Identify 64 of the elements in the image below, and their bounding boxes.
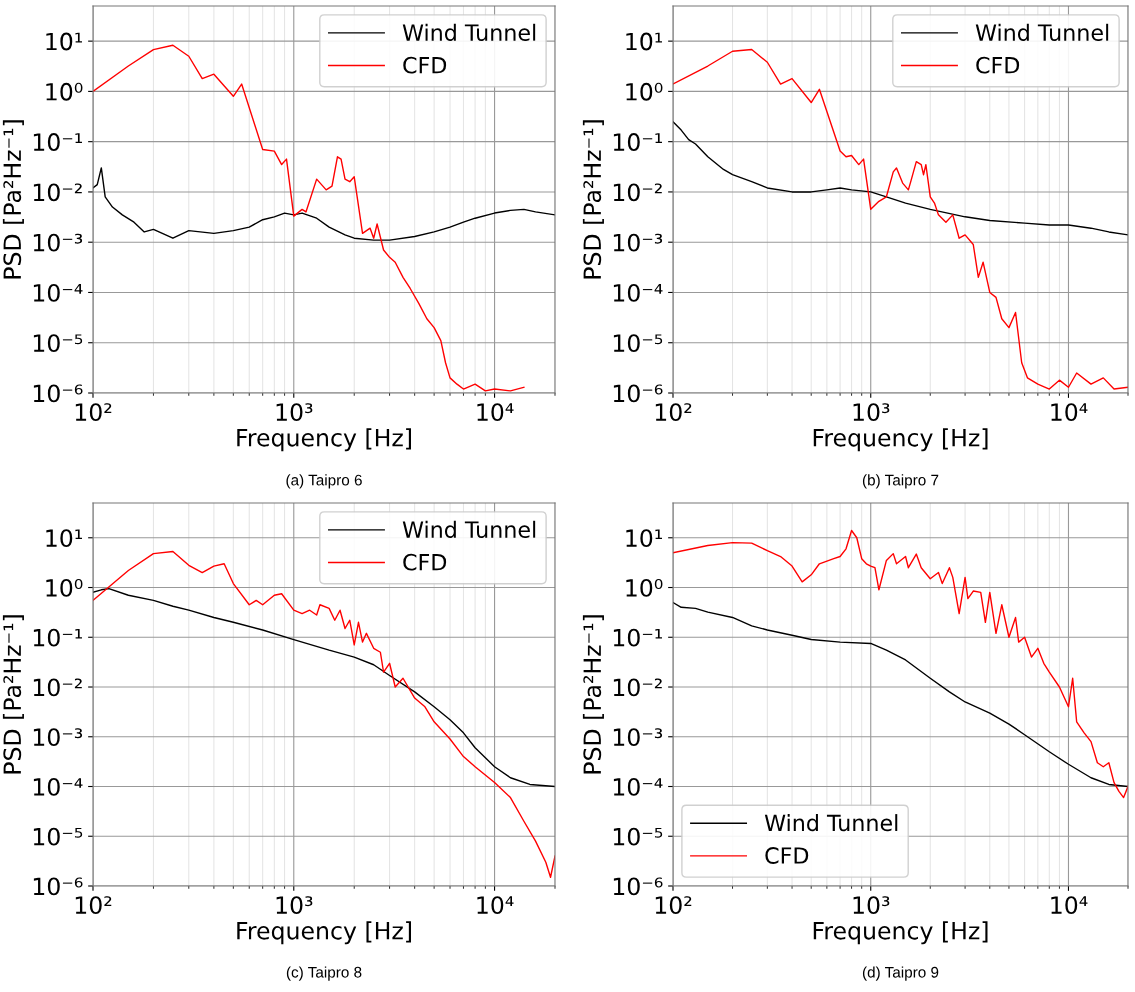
y-tick-label: 10⁻⁴ <box>613 777 663 796</box>
x-tick-label: 10³ <box>853 403 890 421</box>
x-tick-label: 10⁴ <box>1051 896 1088 914</box>
x-tick-label: 10³ <box>276 403 313 421</box>
x-tick-label: 10² <box>655 896 692 914</box>
y-tick-label: 10⁻⁵ <box>613 334 663 353</box>
y-tick-label: 10¹ <box>626 32 662 51</box>
y-axis-title: PSD [Pa²Hz⁻¹] <box>2 120 24 279</box>
x-axis-title: Frequency [Hz] <box>813 428 988 452</box>
y-tick-label: 10⁻² <box>33 183 82 202</box>
x-axis-title: Frequency [Hz] <box>813 921 988 945</box>
y-tick-label: 10⁻⁵ <box>613 827 663 846</box>
y-tick-label: 10⁻⁵ <box>33 827 83 846</box>
y-tick-label: 10⁻⁶ <box>33 877 83 896</box>
y-tick-label: 10¹ <box>46 529 82 548</box>
y-tick-label: 10⁰ <box>46 82 83 101</box>
y-tick-label: 10⁻⁴ <box>33 777 83 796</box>
y-tick-label: 10⁻² <box>613 183 662 202</box>
y-tick-label: 10¹ <box>626 529 662 548</box>
y-tick-label: 10⁻⁶ <box>613 877 663 896</box>
y-tick-label: 10⁻⁴ <box>33 283 83 302</box>
x-tick-label: 10⁴ <box>477 896 514 914</box>
text: (c) Taipro 8 <box>286 966 362 981</box>
legend-label: Wind Tunnel <box>402 520 536 538</box>
y-tick-label: 10⁻¹ <box>33 628 82 647</box>
x-axis-title: Frequency [Hz] <box>237 921 411 945</box>
y-tick-label: 10⁻¹ <box>613 133 662 151</box>
y-tick-label: 10⁰ <box>626 578 663 597</box>
x-tick-label: 10³ <box>853 896 890 914</box>
legend-label: Wind Tunnel <box>402 23 536 41</box>
y-tick-label: 10⁻³ <box>613 728 663 747</box>
x-axis-title: Frequency [Hz] <box>237 428 411 452</box>
y-axis-title: PSD [Pa²Hz⁻¹] <box>2 615 24 774</box>
x-tick-label: 10³ <box>276 896 313 914</box>
y-tick-label: 10⁻³ <box>33 728 83 747</box>
x-tick-label: 10⁴ <box>1051 403 1088 421</box>
y-tick-label: 10⁻⁶ <box>613 384 663 403</box>
x-tick-label: 10² <box>655 403 692 421</box>
legend-label: CFD <box>403 553 447 571</box>
legend-label: Wind Tunnel <box>975 23 1109 41</box>
y-tick-label: 10⁰ <box>46 578 83 597</box>
y-tick-label: 10⁻¹ <box>613 628 662 647</box>
text: (d) Taipro 9 <box>862 966 939 981</box>
y-tick-label: 10⁻⁶ <box>33 384 83 403</box>
y-axis-title: PSD [Pa²Hz⁻¹] <box>582 615 604 774</box>
x-tick-label: 10² <box>75 403 112 421</box>
y-tick-label: 10⁰ <box>626 82 663 101</box>
x-tick-label: 10⁴ <box>477 403 514 421</box>
y-tick-label: 10⁻² <box>33 678 82 697</box>
legend-label: Wind Tunnel <box>764 814 898 832</box>
legend-label: CFD <box>403 56 447 74</box>
y-tick-label: 10⁻³ <box>613 233 663 252</box>
y-axis-title: PSD [Pa²Hz⁻¹] <box>582 120 604 279</box>
text: (b) Taipro 7 <box>862 474 939 489</box>
y-tick-label: 10⁻⁴ <box>613 283 663 302</box>
y-tick-label: 10⁻² <box>613 678 662 697</box>
legend-label: CFD <box>976 56 1020 74</box>
text: (a) Taipro 6 <box>286 474 362 489</box>
y-tick-label: 10⁻³ <box>33 233 83 252</box>
x-tick-label: 10² <box>75 896 112 914</box>
y-tick-label: 10¹ <box>46 32 82 51</box>
y-tick-label: 10⁻⁵ <box>33 334 83 353</box>
legend-label: CFD <box>765 847 809 864</box>
y-tick-label: 10⁻¹ <box>33 133 82 151</box>
